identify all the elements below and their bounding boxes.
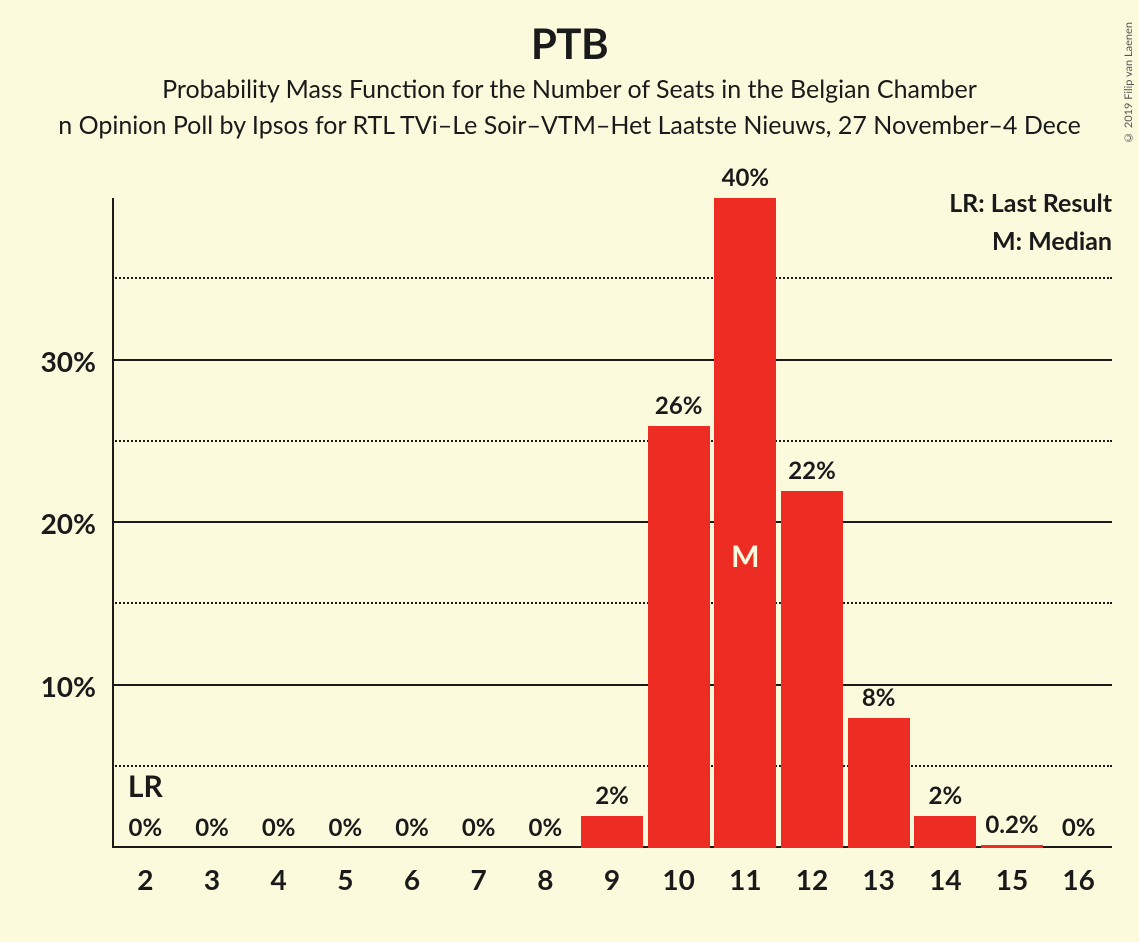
x-tick-label: 13 [862,862,894,896]
bar-slot: 0%6 [381,198,443,848]
legend: LR: Last Result M: Median [892,188,1112,264]
y-tick-label: 20% [41,506,96,540]
bar: 2% [914,816,976,849]
bar-slot: 0%8 [514,198,576,848]
bar-value-label: 0% [395,813,429,842]
x-tick-label: 6 [404,862,420,896]
x-tick-label: 14 [929,862,961,896]
bar-slot: 0%7 [448,198,510,848]
bar-slot: 0%5 [314,198,376,848]
x-tick-label: 16 [1062,862,1094,896]
bar-slot: 2%9 [581,198,643,848]
x-tick-label: 10 [662,862,694,896]
x-tick-label: 12 [796,862,828,896]
x-tick-label: 8 [537,862,553,896]
y-tick-label: 30% [41,344,96,378]
x-tick-label: 3 [204,862,220,896]
bar-value-label: 0% [1062,813,1096,842]
bar-value-label: 0% [195,813,229,842]
bar-value-label: 0% [462,813,496,842]
bar-value-label: 0% [262,813,296,842]
bar-value-label: 0.2% [985,810,1038,839]
bar-value-label: 22% [788,456,836,485]
x-tick-label: 9 [604,862,620,896]
x-tick-label: 11 [729,862,761,896]
median-marker: M [731,538,759,574]
bar-value-label: 0% [329,813,363,842]
x-tick-label: 7 [471,862,487,896]
bar-slot: 0%16 [1048,198,1110,848]
bar-slot: 2%14 [914,198,976,848]
bar: 0.2% [981,845,1043,848]
chart-subtitle-2: n Opinion Poll by Ipsos for RTL TVi–Le S… [0,110,1139,140]
x-tick-label: 5 [337,862,353,896]
x-tick-label: 2 [137,862,153,896]
copyright-text: © 2019 Filip van Laenen [1122,22,1135,144]
bar-value-label: 0% [129,813,163,842]
chart-subtitle-1: Probability Mass Function for the Number… [0,74,1139,104]
bar-value-label: 40% [722,163,770,192]
bar-slot: 22%12 [781,198,843,848]
bar-slot: 0.2%15 [981,198,1043,848]
legend-m: M: Median [892,226,1112,256]
chart-title: PTB [0,18,1139,68]
bar: 2% [581,816,643,849]
bar-slot: 40%M11 [714,198,776,848]
bar-value-label: 2% [595,781,629,810]
bar: 22% [781,491,843,849]
x-tick-label: 15 [996,862,1028,896]
bar-value-label: 0% [529,813,563,842]
lr-marker: LR [128,768,163,804]
bar-slot: 0%LR2 [114,198,176,848]
bar-slot: 26%10 [648,198,710,848]
bar-value-label: 26% [655,391,703,420]
chart-plot-area: 10%20%30%0%LR20%30%40%50%60%70%82%926%10… [112,198,1112,848]
bar-slot: 0%3 [181,198,243,848]
x-tick-label: 4 [271,862,287,896]
y-tick-label: 10% [41,669,96,703]
bar-slot: 0%4 [248,198,310,848]
bar: 40% [714,198,776,848]
legend-lr: LR: Last Result [892,188,1112,218]
bar: 8% [848,718,910,848]
bar: 26% [648,426,710,849]
bar-value-label: 2% [929,781,963,810]
bar-slot: 8%13 [848,198,910,848]
bar-value-label: 8% [862,683,896,712]
